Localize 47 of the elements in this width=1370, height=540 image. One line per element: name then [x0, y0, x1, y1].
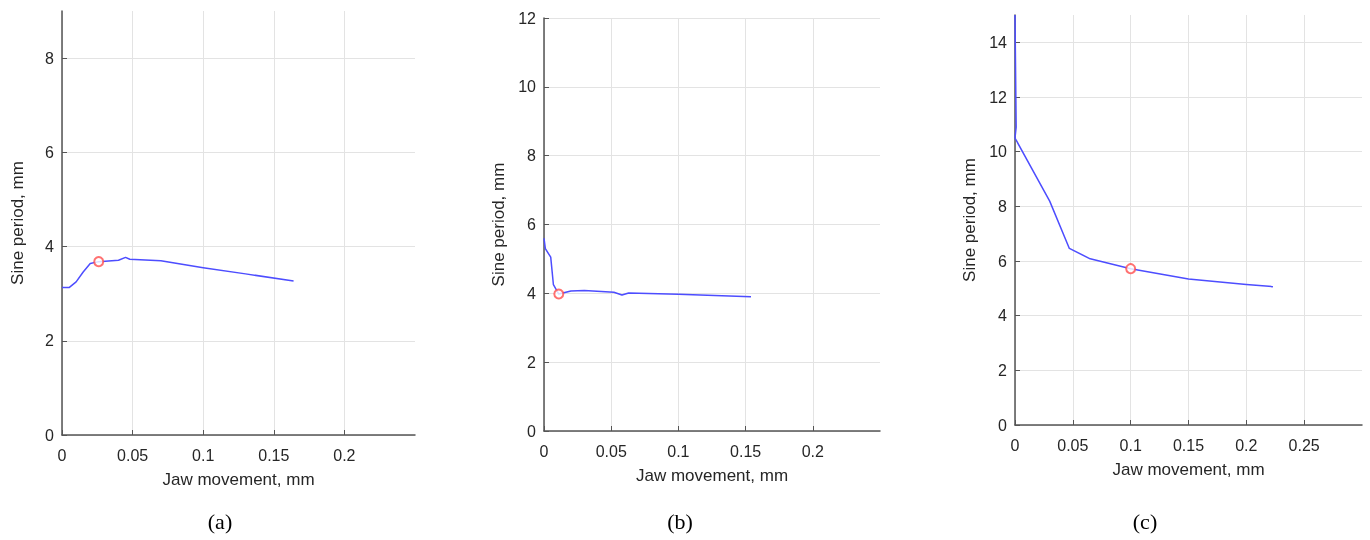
x-tick-label: 0.2: [333, 446, 356, 464]
y-axis-title: Sine period, mm: [960, 158, 980, 282]
x-tick-label: 0.15: [258, 446, 290, 464]
y-axis-title: Sine period, mm: [489, 162, 509, 287]
y-tick-label: 2: [998, 361, 1008, 379]
x-tick-label: 0.05: [595, 442, 627, 460]
line-series: [543, 237, 752, 298]
y-tick-label: 6: [998, 252, 1008, 270]
y-tick-label: 4: [998, 307, 1008, 325]
x-tick-label: 0.2: [801, 442, 825, 460]
x-tick-label: 0: [539, 442, 549, 460]
text: (c): [1132, 508, 1158, 534]
y-tick-label: 6: [527, 216, 537, 233]
y-tick-label: 10: [989, 143, 1008, 161]
y-tick-label: 10: [518, 78, 537, 96]
y-tick-label: 6: [45, 143, 55, 161]
x-tick-label: 0.15: [1172, 436, 1205, 454]
text: (b): [667, 508, 693, 534]
y-tick-label: 2: [45, 332, 55, 350]
x-tick-label: 0.1: [667, 442, 690, 460]
line-series: [61, 256, 295, 289]
y-tick-label: 0: [998, 416, 1008, 434]
x-tick-label: 0: [1010, 436, 1020, 454]
y-tick-label: 4: [527, 284, 537, 302]
y-tick-label: 8: [527, 147, 537, 165]
x-tick-label: 0.1: [1119, 436, 1142, 454]
y-tick-label: 2: [527, 353, 537, 371]
y-tick-label: 0: [527, 422, 537, 440]
y-tick-label: 14: [989, 33, 1008, 51]
x-tick-label: 0.05: [1057, 436, 1089, 454]
y-tick-label: 4: [45, 238, 55, 256]
y-tick-label: 8: [45, 49, 55, 67]
x-tick-label: 0.05: [117, 446, 149, 464]
x-tick-label: 0.15: [730, 442, 762, 460]
x-tick-label: 0: [57, 446, 67, 464]
x-tick-label: 0.2: [1235, 436, 1258, 454]
y-axis-title: Sine period, mm: [8, 161, 27, 285]
y-tick-label: 12: [989, 88, 1008, 106]
x-tick-label: 0.1: [192, 446, 215, 464]
line-series: [1014, 14, 1274, 288]
x-axis-title: Jaw movement, mm: [162, 470, 315, 489]
y-tick-label: 8: [998, 197, 1008, 215]
text: (a): [207, 508, 233, 534]
x-tick-label: 0.25: [1288, 436, 1320, 454]
x-axis-title: Jaw movement, mm: [635, 466, 789, 485]
x-axis-title: Jaw movement, mm: [1112, 460, 1265, 479]
y-tick-label: 12: [518, 9, 537, 27]
